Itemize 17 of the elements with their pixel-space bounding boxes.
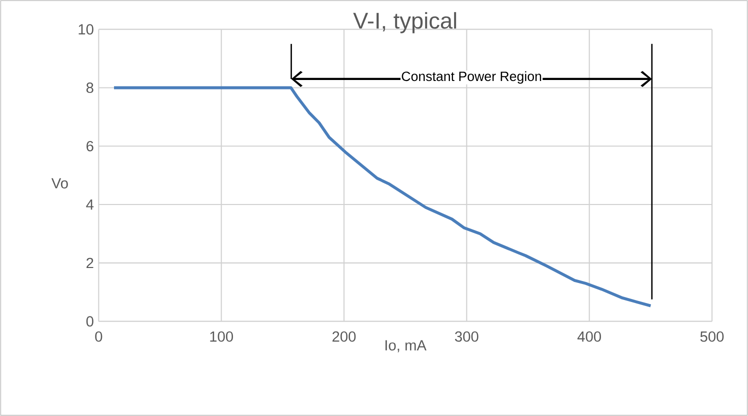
y-tick-label: 0	[86, 316, 94, 327]
y-tick-label: 2	[86, 258, 94, 268]
x-tick-label: 400	[577, 331, 601, 342]
y-tick-label: 8	[86, 82, 94, 93]
x-tick-label: 500	[700, 331, 724, 342]
y-tick-label: 6	[86, 140, 94, 152]
y-axis-title: Vo	[51, 178, 68, 188]
x-tick-label: 0	[95, 331, 102, 342]
y-tick-label: 4	[86, 199, 94, 210]
x-tick-label: 100	[210, 331, 233, 342]
x-axis-title: Io, mA	[386, 340, 426, 352]
x-tick-label: 300	[455, 331, 478, 342]
x-tick-label: 200	[332, 331, 356, 342]
line-series	[112, 86, 652, 308]
annotation: Constant Power Region	[402, 71, 542, 84]
chart-title: V-I, typical	[353, 12, 456, 34]
y-tick-label: 10	[78, 24, 94, 35]
